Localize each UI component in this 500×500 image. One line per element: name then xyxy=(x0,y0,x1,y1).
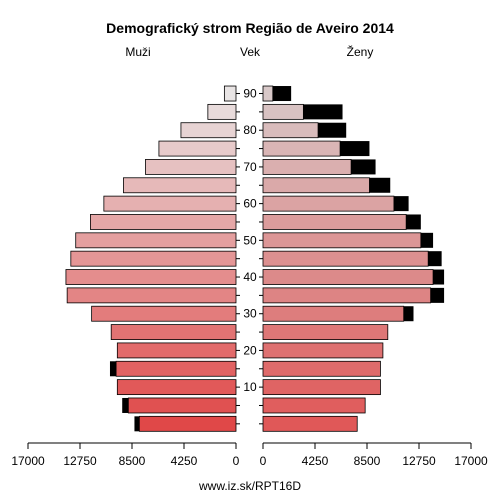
female-excess-40-44 xyxy=(433,269,445,285)
female-bar-45-49 xyxy=(262,250,429,267)
male-bar-60-64 xyxy=(103,195,237,212)
male-bar-25-29 xyxy=(110,324,237,340)
male-bar-30-34 xyxy=(91,305,237,322)
female-bar-40-44 xyxy=(262,269,434,285)
female-bar-10-14 xyxy=(262,379,381,396)
male-label: Muži xyxy=(125,45,150,59)
male-bar-65-69 xyxy=(123,177,237,194)
male-bar-0-4 xyxy=(138,415,237,432)
male-bar-50-54 xyxy=(75,232,237,249)
female-excess-60-64 xyxy=(393,196,409,212)
x-tick-label: 4250 xyxy=(171,454,198,468)
male-bar-45-49 xyxy=(70,250,237,267)
female-bar-0-4 xyxy=(262,415,358,432)
male-bar-15-19 xyxy=(115,360,237,377)
female-bar-55-59 xyxy=(262,214,407,230)
age-tick-label: 10 xyxy=(243,380,257,394)
male-bar-5-9 xyxy=(127,397,237,414)
x-tick-label: 8500 xyxy=(354,454,381,468)
female-bar-35-39 xyxy=(262,287,432,304)
male-bar-75-79 xyxy=(158,140,237,157)
female-bar-50-54 xyxy=(262,232,422,249)
female-excess-80-84 xyxy=(318,122,347,138)
female-bar-80-84 xyxy=(262,122,319,139)
x-tick-label: 17000 xyxy=(454,454,488,468)
age-tick-label: 80 xyxy=(243,123,257,137)
female-bar-15-19 xyxy=(262,360,381,377)
female-excess-70-74 xyxy=(351,159,376,175)
x-axes: 17000 12750 8500 4250 0 0 4250 8500 12750 17000 xyxy=(11,442,488,468)
x-tick-label: 12750 xyxy=(402,454,436,468)
female-bar-20-24 xyxy=(262,342,384,359)
female-bar-25-29 xyxy=(262,324,389,340)
female-bar-85-89 xyxy=(262,103,304,120)
female-bar-60-64 xyxy=(262,195,395,212)
age-tick-label: 70 xyxy=(243,160,257,174)
male-bar-40-44 xyxy=(65,269,237,285)
male-excess-5-9 xyxy=(122,397,129,413)
age-axis: 10 20 30 40 50 60 70 80 90 xyxy=(236,87,263,425)
footer-url: www.iz.sk/RPT16D xyxy=(198,479,301,493)
female-excess-35-39 xyxy=(430,287,445,303)
female-bar-5-9 xyxy=(262,397,366,414)
age-axis-label: Vek xyxy=(240,45,261,59)
female-excess-30-34 xyxy=(403,306,414,322)
female-bar-65-69 xyxy=(262,177,370,194)
x-tick-label: 0 xyxy=(233,454,240,468)
male-bar-55-59 xyxy=(90,214,237,230)
female-excess-75-79 xyxy=(340,141,370,157)
male-bar-80-84 xyxy=(180,122,237,139)
female-bars xyxy=(262,85,445,432)
age-tick-label: 60 xyxy=(243,197,257,211)
female-excess-50-54 xyxy=(420,232,434,248)
age-tick-label: 20 xyxy=(243,343,257,357)
age-tick-label: 50 xyxy=(243,233,257,247)
male-bar-70-74 xyxy=(145,159,237,175)
female-bar-75-79 xyxy=(262,140,341,157)
x-tick-label: 8500 xyxy=(119,454,146,468)
male-bar-85-89 xyxy=(207,103,237,120)
x-tick-label: 4250 xyxy=(302,454,329,468)
male-bar-10-14 xyxy=(116,379,237,396)
male-bars xyxy=(65,85,237,432)
male-bar-20-24 xyxy=(116,342,237,359)
male-excess-0-4 xyxy=(134,416,140,432)
female-bar-90+ xyxy=(262,85,274,102)
male-excess-15-19 xyxy=(109,361,117,377)
x-tick-label: 0 xyxy=(260,454,267,468)
age-tick-label: 40 xyxy=(243,270,257,284)
female-excess-90+ xyxy=(272,86,292,102)
female-bar-70-74 xyxy=(262,159,352,175)
female-excess-45-49 xyxy=(428,251,442,267)
female-excess-85-89 xyxy=(303,104,343,120)
age-tick-label: 90 xyxy=(243,87,257,101)
female-excess-65-69 xyxy=(369,177,391,193)
female-bar-30-34 xyxy=(262,305,405,322)
chart-title: Demografický strom Região de Aveiro 2014 xyxy=(106,20,394,36)
x-tick-label: 17000 xyxy=(11,454,45,468)
female-excess-55-59 xyxy=(406,214,421,230)
x-tick-label: 12750 xyxy=(63,454,97,468)
age-tick-label: 30 xyxy=(243,307,257,321)
male-bar-90+ xyxy=(223,85,237,102)
male-bar-35-39 xyxy=(66,287,237,304)
female-label: Ženy xyxy=(347,44,374,59)
